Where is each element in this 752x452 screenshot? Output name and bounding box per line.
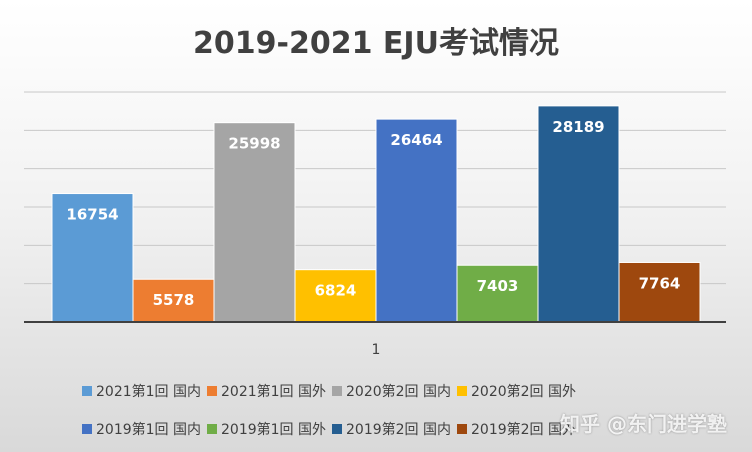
legend-swatch [207, 386, 217, 396]
legend-item-1: 2021第1回 国内 [82, 381, 201, 401]
data-label-7: 28189 [552, 118, 604, 136]
legend-item-8: 2019第2回 国外 [457, 419, 576, 439]
legend-item-3: 2020第2回 国内 [332, 381, 451, 401]
legend-item-7: 2019第2回 国内 [332, 419, 451, 439]
bar-8 [618, 261, 701, 323]
watermark: 知乎 @东门进学塾 [560, 412, 727, 436]
legend-label: 2019第1回 国内 [96, 422, 201, 438]
chart-title: 2019-2021 EJU考试情况 [193, 26, 559, 61]
bar-7 [537, 105, 620, 323]
legend-label: 2019第2回 国内 [346, 422, 451, 438]
legend-item-5: 2019第1回 国内 [82, 419, 201, 439]
legend-swatch [82, 386, 92, 396]
data-label-2: 5578 [153, 291, 195, 309]
data-label-5: 26464 [390, 131, 442, 149]
legend-label: 2020第2回 国外 [471, 384, 576, 400]
bar-1 [51, 193, 134, 323]
legend-row-1: 2021第1回 国内 2021第1回 国外 2020第2回 国内 2020第2回 国外 [82, 372, 682, 410]
legend-swatch [207, 424, 217, 434]
legend-swatch [457, 424, 467, 434]
legend-swatch [457, 386, 467, 396]
bar-chart: 16754 5578 25998 6824 26464 7403 28189 7764 1 [24, 91, 726, 358]
legend-label: 2021第1回 国内 [96, 384, 201, 400]
data-label-1: 16754 [66, 206, 118, 224]
legend-label: 2019第2回 国外 [471, 422, 576, 438]
legend-item-4: 2020第2回 国外 [457, 381, 576, 401]
legend-swatch [82, 424, 92, 434]
x-tick-label: 1 [372, 342, 381, 358]
data-label-8: 7764 [639, 274, 681, 292]
data-label-3: 25998 [228, 135, 280, 153]
bar-5 [375, 118, 458, 323]
legend-label: 2020第2回 国内 [346, 384, 451, 400]
legend-swatch [332, 424, 342, 434]
legend-swatch [332, 386, 342, 396]
legend-item-2: 2021第1回 国外 [207, 381, 326, 401]
legend-label: 2019第1回 国外 [221, 422, 326, 438]
legend-item-6: 2019第1回 国外 [207, 419, 326, 439]
legend: 2021第1回 国内 2021第1回 国外 2020第2回 国内 2020第2回 国外… [82, 372, 682, 448]
data-label-6: 7403 [477, 277, 519, 295]
data-label-4: 6824 [315, 282, 357, 300]
legend-label: 2021第1回 国外 [221, 384, 326, 400]
legend-row-2: 2019第1回 国内 2019第1回 国外 2019第2回 国内 2019第2回 国外 [82, 410, 682, 448]
